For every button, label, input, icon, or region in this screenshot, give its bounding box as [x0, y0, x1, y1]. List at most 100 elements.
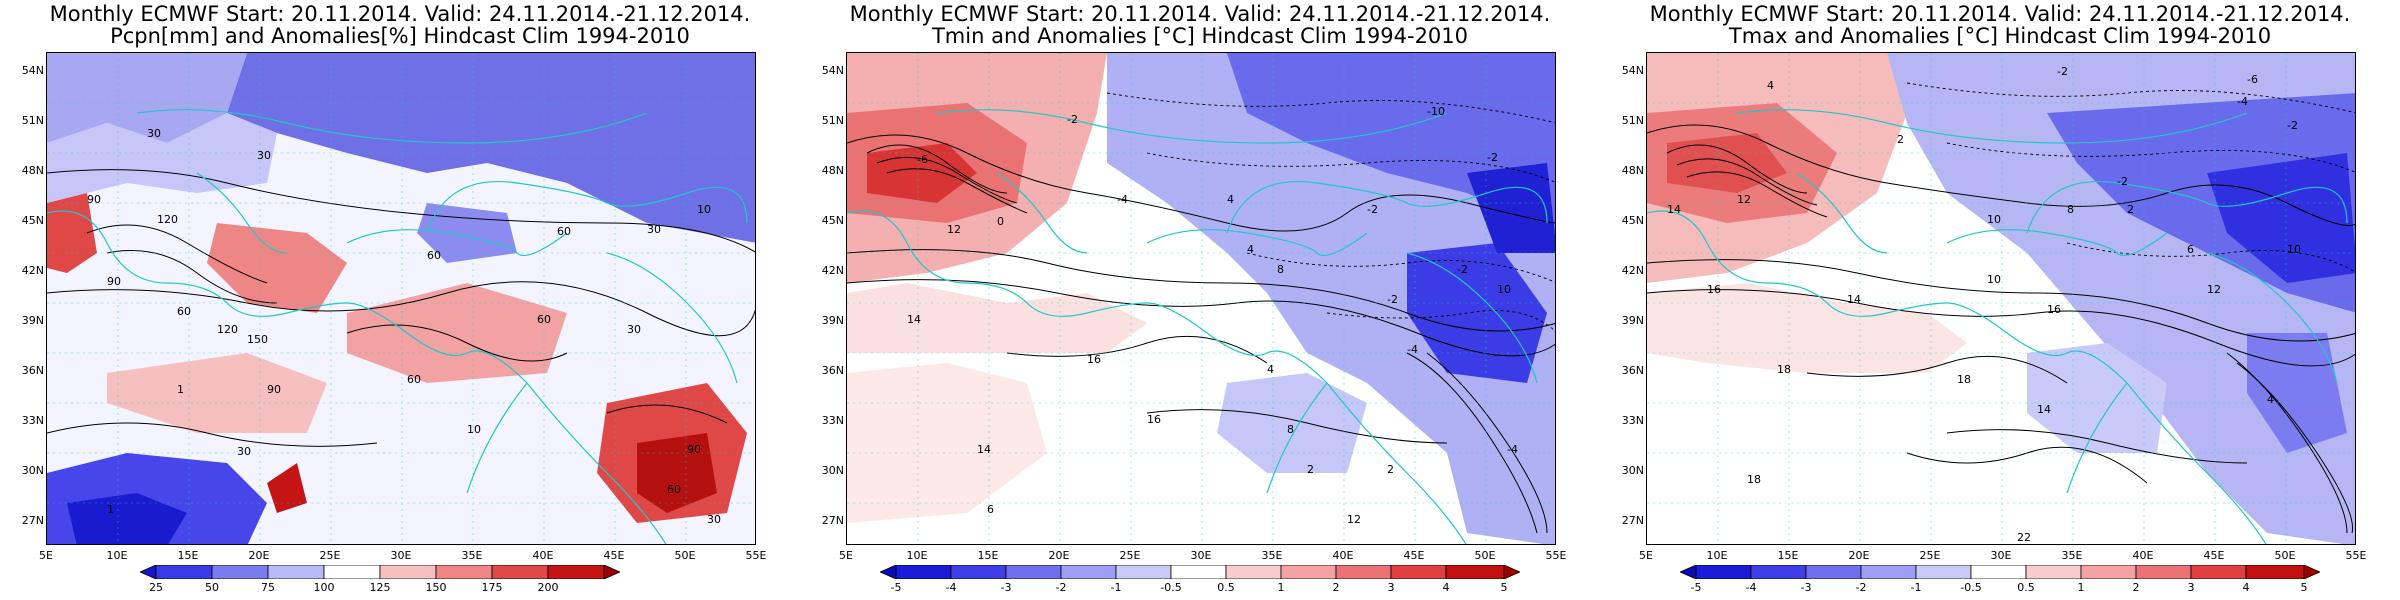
contour-label: -2: [1387, 293, 1398, 306]
contour-label: 16: [1087, 353, 1101, 366]
lat-tick: 45N: [1621, 214, 1644, 227]
colorbar-label: 100: [313, 581, 335, 594]
colorbar-label: -1: [1110, 581, 1122, 594]
panel-title-line1: Monthly ECMWF Start: 20.11.2014. Valid: …: [849, 2, 1551, 26]
colorbar-label: -3: [1000, 581, 1012, 594]
contour-label: 4: [1227, 193, 1234, 206]
contour-label: 14: [907, 313, 921, 326]
panel-title-line2: Tmax and Anomalies [°C] Hindcast Clim 19…: [1728, 24, 2272, 48]
lon-tick: 5E: [39, 549, 53, 562]
lat-tick: 45N: [821, 214, 844, 227]
contour-label: 60: [667, 483, 681, 496]
contour-label: 90: [87, 193, 101, 206]
contour-label: 0: [997, 215, 1004, 228]
lat-tick: 27N: [21, 514, 44, 527]
lat-tick: 51N: [21, 114, 44, 127]
contour-label: 10: [1987, 213, 2001, 226]
contour-label: 14: [977, 443, 991, 456]
colorbar-label: 150: [425, 581, 447, 594]
lon-tick: 30E: [1990, 549, 2012, 562]
contour-label: -4: [1117, 193, 1128, 206]
panel-title-line1: Monthly ECMWF Start: 20.11.2014. Valid: …: [49, 2, 751, 26]
contour-label: 4: [1267, 363, 1274, 376]
contour-label: 16: [1147, 413, 1161, 426]
contour-label: 8: [1287, 423, 1294, 436]
contour-label: 90: [107, 275, 121, 288]
tmax-map: -2 -6 -4 4 2 -2 -2 14 12 10 8 2 6 10 16 …: [1646, 52, 2356, 545]
lon-tick: 55E: [2345, 549, 2367, 562]
lon-tick: 55E: [1545, 549, 1567, 562]
tmin-panel: Monthly ECMWF Start: 20.11.2014. Valid: …: [800, 0, 1600, 600]
tmax-panel: Monthly ECMWF Start: 20.11.2014. Valid: …: [1600, 0, 2400, 600]
contour-label: 10: [697, 203, 711, 216]
panel-title-line1: Monthly ECMWF Start: 20.11.2014. Valid: …: [1649, 2, 2351, 26]
lat-tick: 39N: [821, 314, 844, 327]
contour-label: 1: [177, 383, 184, 396]
contour-label: 4: [1247, 243, 1254, 256]
colorbar-label: -2: [1055, 581, 1067, 594]
lat-tick: 48N: [21, 164, 44, 177]
lat-tick: 33N: [1621, 414, 1644, 427]
tmin-colorbar: [880, 565, 1520, 579]
colorbar-label: 50: [205, 581, 219, 594]
contour-label: -2: [2287, 119, 2298, 132]
colorbar-label: 5: [2300, 581, 2308, 594]
lon-tick: 20E: [1048, 549, 1070, 562]
colorbar-label: 2: [1332, 581, 1340, 594]
contour-label: -4: [1507, 443, 1518, 456]
contour-label: 10: [2287, 243, 2301, 256]
contour-label: 22: [2017, 531, 2031, 544]
lat-tick: 36N: [1621, 364, 1644, 377]
contour-label: 14: [1847, 293, 1861, 306]
lat-tick: 39N: [21, 314, 44, 327]
contour-label: 90: [267, 383, 281, 396]
lon-tick: 25E: [1119, 549, 1141, 562]
lat-tick: 54N: [21, 64, 44, 77]
contour-label: -2: [2057, 65, 2068, 78]
lat-tick: 51N: [821, 114, 844, 127]
lat-tick: 54N: [821, 64, 844, 77]
contour-label: -2: [1367, 203, 1378, 216]
colorbar-label: 1: [1277, 581, 1285, 594]
lat-tick: 33N: [21, 414, 44, 427]
colorbar-label: 75: [261, 581, 275, 594]
lat-tick: 30N: [21, 464, 44, 477]
lat-tick: 39N: [1621, 314, 1644, 327]
lon-tick: 50E: [2274, 549, 2296, 562]
lat-tick: 54N: [1621, 64, 1644, 77]
contour-label: 4: [1767, 79, 1774, 92]
contour-label: 30: [147, 127, 161, 140]
lat-tick: 42N: [821, 264, 844, 277]
lon-tick: 10E: [106, 549, 128, 562]
colorbar-label: -1: [1910, 581, 1922, 594]
contour-label: 8: [1277, 263, 1284, 276]
colorbar-label: -0.5: [1960, 581, 1982, 594]
lon-tick: 55E: [745, 549, 767, 562]
lat-tick: 48N: [821, 164, 844, 177]
contour-label: 12: [947, 223, 961, 236]
lon-tick: 10E: [906, 549, 928, 562]
contour-label: 14: [2037, 403, 2051, 416]
lat-tick: 27N: [821, 514, 844, 527]
lat-tick: 36N: [821, 364, 844, 377]
lon-tick: 20E: [1848, 549, 1870, 562]
lon-tick: 25E: [1919, 549, 1941, 562]
lon-tick: 40E: [1332, 549, 1354, 562]
colorbar-label: -4: [945, 581, 957, 594]
colorbar-label: 2: [2132, 581, 2140, 594]
lat-tick: 30N: [821, 464, 844, 477]
lat-tick: 36N: [21, 364, 44, 377]
lon-tick: 40E: [532, 549, 554, 562]
panel-title-line2: Pcpn[mm] and Anomalies[%] Hindcast Clim …: [110, 24, 690, 48]
contour-label: 120: [157, 213, 178, 226]
contour-label: 14: [1667, 203, 1681, 216]
lon-tick: 30E: [390, 549, 412, 562]
contour-label: 12: [1347, 513, 1361, 526]
lon-tick: 15E: [977, 549, 999, 562]
colorbar-label: 3: [1387, 581, 1395, 594]
colorbar-label: 1: [2077, 581, 2085, 594]
contour-label: -2: [1457, 263, 1468, 276]
colorbar-label: 25: [149, 581, 163, 594]
lon-tick: 5E: [1639, 549, 1653, 562]
contour-label: 2: [1307, 463, 1314, 476]
